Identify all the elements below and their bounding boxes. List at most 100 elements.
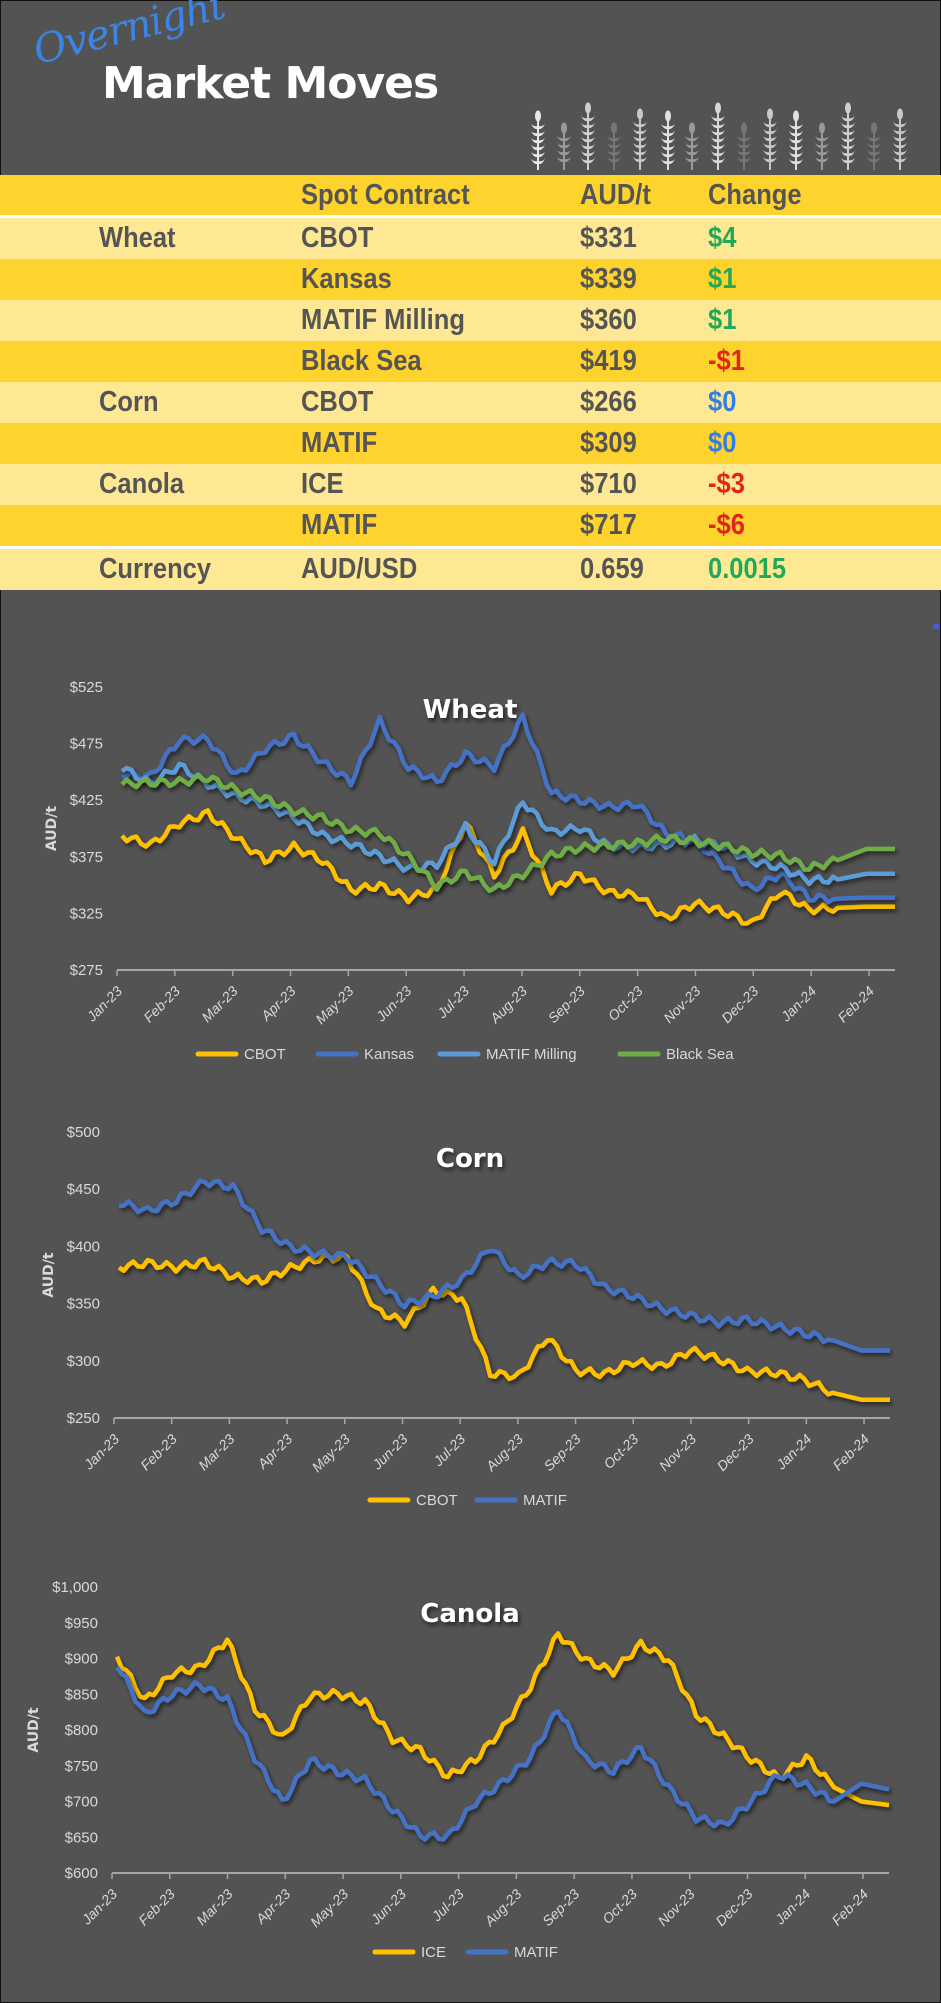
- change-cell: -$3: [708, 468, 745, 500]
- y-tick-label: $750: [65, 1758, 98, 1775]
- y-tick-label: $350: [67, 1296, 100, 1313]
- x-tick-label: Jul-23: [428, 1886, 467, 1925]
- canola-line-chart: Canola $600 $650 $700 $750 $800 $850 $900 $950 $1…: [26, 1579, 890, 1961]
- y-tick-label: $850: [65, 1686, 98, 1703]
- y-tick-label: $300: [67, 1353, 100, 1370]
- y-tick-label: $900: [65, 1651, 98, 1668]
- commodity-cell: Corn: [99, 386, 159, 418]
- x-tick-label: Feb-23: [140, 983, 183, 1026]
- legend-label: MATIF: [523, 1492, 567, 1509]
- legend-label: MATIF: [514, 1944, 558, 1961]
- contract-cell: AUD/USD: [301, 553, 418, 585]
- legend-label: Kansas: [364, 1046, 414, 1063]
- x-tick-label: Oct-23: [600, 1431, 641, 1472]
- y-tick-label: $800: [65, 1722, 98, 1739]
- table-row: MATIF Milling $360 $1: [0, 300, 941, 341]
- y-tick-label: $375: [70, 849, 103, 866]
- y-tick-label: $700: [65, 1794, 98, 1811]
- wheat-line-chart: Wheat $275 $325 $375 $425 $475 $525 AUD/t Jan-23…: [44, 679, 895, 1063]
- page-title: Market Moves: [102, 58, 439, 109]
- y-tick-label: $1,000: [52, 1579, 98, 1596]
- contract-cell: MATIF: [301, 427, 378, 459]
- x-tick-label: Oct-23: [599, 1886, 640, 1927]
- x-tick-label: Jun-23: [372, 983, 414, 1025]
- price-cell: $710: [580, 468, 637, 500]
- x-tick-label: Jan-23: [80, 1431, 122, 1473]
- x-tick-label: Sep-23: [539, 1886, 582, 1929]
- legend-label: ICE: [421, 1944, 446, 1961]
- contract-cell: Black Sea: [301, 345, 422, 377]
- y-tick-label: $450: [67, 1181, 100, 1198]
- contract-cell: CBOT: [301, 386, 374, 418]
- commodity-cell: Currency: [99, 553, 212, 585]
- x-tick-label: Oct-23: [605, 983, 646, 1024]
- table-row: MATIF $309 $0: [0, 423, 941, 464]
- x-tick-label: Jan-24: [772, 1431, 814, 1473]
- y-tick-label: $475: [70, 736, 103, 753]
- x-tick-label: May-23: [312, 983, 356, 1027]
- x-tick-label: Aug-23: [486, 983, 530, 1027]
- price-cell: $266: [580, 386, 637, 418]
- y-tick-label: $400: [67, 1238, 100, 1255]
- x-tick-label: Aug-23: [481, 1886, 525, 1930]
- legend-label: MATIF Milling: [486, 1046, 577, 1063]
- header: Overnight Market Moves: [0, 0, 941, 172]
- x-tick-label: Aug-23: [482, 1431, 526, 1475]
- chart-title: Wheat: [423, 695, 518, 725]
- x-tick-label: Mar-23: [198, 983, 241, 1026]
- change-cell: $1: [708, 263, 737, 295]
- series-line-cbot: [117, 1251, 890, 1402]
- price-cell: 0.659: [580, 553, 644, 585]
- series-line-matif: [118, 1178, 890, 1353]
- commodity-cell: Canola: [99, 468, 185, 500]
- y-tick-label: $525: [70, 679, 103, 696]
- price-cell: $331: [580, 222, 637, 254]
- table-row: Corn CBOT $266 $0: [0, 382, 941, 423]
- x-tick-label: Jan-24: [777, 983, 819, 1025]
- header-spot-contract: Spot Contract: [301, 179, 470, 211]
- x-tick-label: Feb-23: [137, 1431, 180, 1474]
- contract-cell: ICE: [301, 468, 344, 500]
- table-row: Canola ICE $710 -$3: [0, 464, 941, 505]
- change-cell: $4: [708, 222, 737, 254]
- y-tick-label: $275: [70, 962, 103, 979]
- series-line-matif: [115, 1665, 890, 1842]
- y-tick-label: $500: [67, 1124, 100, 1141]
- y-tick-label: $650: [65, 1829, 98, 1846]
- x-tick-label: Jul-23: [429, 1431, 468, 1470]
- legend-label: CBOT: [416, 1492, 458, 1509]
- x-tick-label: Jun-23: [367, 1886, 409, 1928]
- table-row: Wheat CBOT $331 $4: [0, 218, 941, 259]
- change-cell: -$6: [708, 509, 745, 541]
- x-tick-label: Jan-23: [83, 983, 125, 1025]
- x-tick-label: Feb-23: [135, 1886, 178, 1929]
- wheat-stalks-icon: [531, 102, 907, 170]
- y-tick-label: $600: [65, 1865, 98, 1882]
- price-cell: $360: [580, 304, 637, 336]
- series-line-cbot: [120, 808, 895, 926]
- x-tick-label: Apr-23: [252, 1886, 294, 1928]
- y-tick-label: $425: [70, 792, 103, 809]
- chart-resize-handle-artifact: [933, 624, 939, 629]
- commodity-cell: Wheat: [99, 222, 176, 254]
- table-header-row: Spot Contract AUD/t Change: [0, 175, 941, 218]
- price-cell: $339: [580, 263, 637, 295]
- change-cell: 0.0015: [708, 553, 787, 585]
- x-tick-label: Dec-23: [714, 1431, 757, 1474]
- x-tick-label: Sep-23: [545, 983, 588, 1026]
- y-axis-label: AUD/t: [41, 1252, 57, 1298]
- price-cell: $717: [580, 509, 637, 541]
- contract-cell: CBOT: [301, 222, 374, 254]
- change-cell: $0: [708, 386, 737, 418]
- table-body: Wheat CBOT $331 $4 Kansas $339 $1 MATIF Milling…: [0, 218, 941, 590]
- legend-label: CBOT: [244, 1046, 286, 1063]
- y-axis-label: AUD/t: [26, 1707, 42, 1753]
- contract-cell: MATIF: [301, 509, 378, 541]
- series-line-black-sea: [120, 773, 895, 894]
- series-line-ice: [114, 1631, 890, 1808]
- table-row: Black Sea $419 -$1: [0, 341, 941, 382]
- table-row: MATIF $717 -$6: [0, 505, 941, 546]
- x-tick-label: Dec-23: [718, 983, 761, 1026]
